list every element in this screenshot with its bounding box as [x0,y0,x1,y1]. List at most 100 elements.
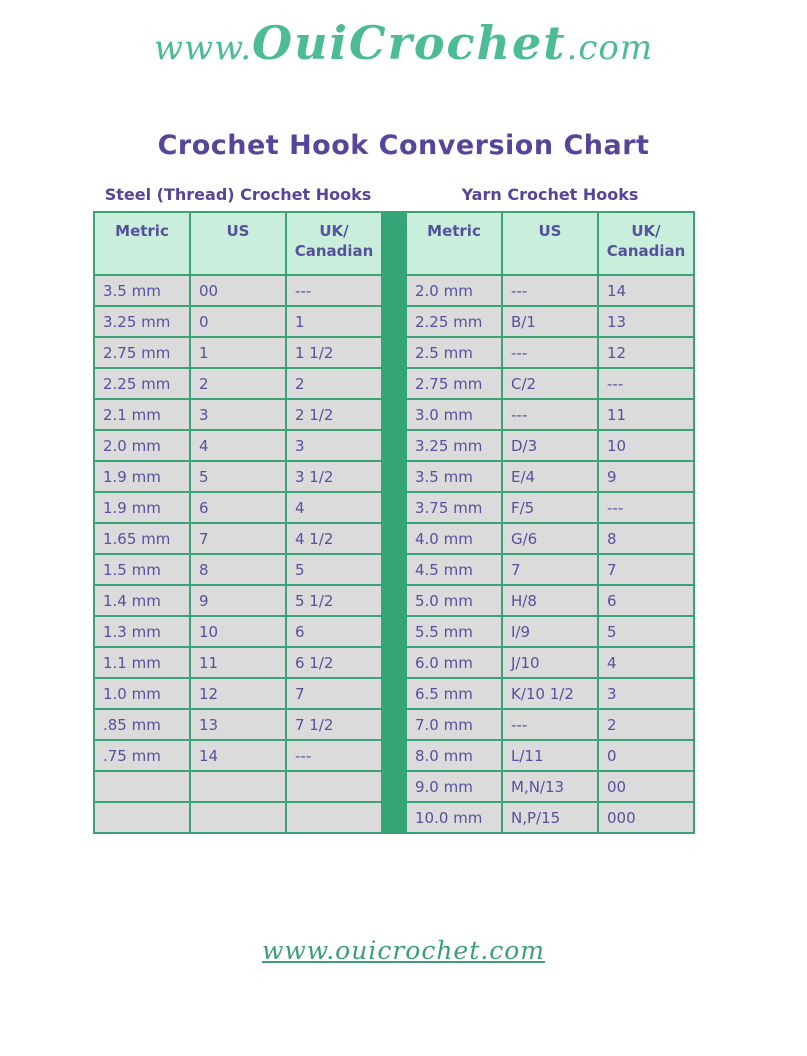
table-cell: 2 [285,367,383,400]
table-row: 2.25 mm B/1 13 [405,305,695,338]
table-cell: 10 [189,615,287,648]
table-cell: 7 [597,553,695,586]
table-cell: 2.75 mm [405,367,503,400]
table-cell: J/10 [501,646,599,679]
site-logo-suffix: .com [566,28,654,68]
page-title: Crochet Hook Conversion Chart [157,130,650,161]
table-row [93,801,383,834]
table-cell: 00 [189,274,287,307]
table-cell: 5 [597,615,695,648]
column-header: Metric [93,211,191,276]
table-cell: 3 [285,429,383,462]
table-row: 3.75 mm F/5 --- [405,491,695,524]
table-row: 9.0 mm M,N/13 00 [405,770,695,803]
table-cell: 14 [597,274,695,307]
table-cell: 5 [189,460,287,493]
table-cell: 1.0 mm [93,677,191,710]
table-cell: 6 [189,491,287,524]
table-cell: 1.3 mm [93,615,191,648]
table-cell: 4 [189,429,287,462]
column-header: UK/ Canadian [285,211,383,276]
table-cell: 7 [501,553,599,586]
table-cell: C/2 [501,367,599,400]
table-cell: 3.25 mm [93,305,191,338]
table-cell: G/6 [501,522,599,555]
table-row: 7.0 mm --- 2 [405,708,695,741]
table-row: 1.3 mm 10 6 [93,615,383,648]
table-cell: 2.0 mm [405,274,503,307]
table-cell: 3 1/2 [285,460,383,493]
table-cell: 3.5 mm [93,274,191,307]
table-cell: 14 [189,739,287,772]
table-row: 2.75 mm 1 1 1/2 [93,336,383,369]
table-row: 1.0 mm 12 7 [93,677,383,710]
table-row: 2.0 mm --- 14 [405,274,695,307]
table-cell: 6 [597,584,695,617]
table-cell: .85 mm [93,708,191,741]
table-row: 4.5 mm 7 7 [405,553,695,586]
table-cell [285,801,383,834]
site-logo-main: OuiCrochet [252,16,567,70]
table-cell: 0 [597,739,695,772]
table-cell: 00 [597,770,695,803]
table-cell: D/3 [501,429,599,462]
table-cell: N,P/15 [501,801,599,834]
table-row: 2.25 mm 2 2 [93,367,383,400]
table-cell [189,770,287,803]
site-logo-prefix: www. [153,28,253,68]
table-cell: 2.0 mm [93,429,191,462]
table-cell: 1.4 mm [93,584,191,617]
table-cell: 4.5 mm [405,553,503,586]
table-titles-gap [383,185,405,204]
site-logo: www.OuiCrochet.com [0,14,807,74]
table-cell: 3 [597,677,695,710]
table-cell: 1.9 mm [93,460,191,493]
table-cell: --- [501,336,599,369]
table-cell: L/11 [501,739,599,772]
table-cell: 2.1 mm [93,398,191,431]
table-row: 2.5 mm --- 12 [405,336,695,369]
table-cell: 2.25 mm [93,367,191,400]
table-row: 6.0 mm J/10 4 [405,646,695,679]
table-cell: 5 [285,553,383,586]
table-row: 1.4 mm 9 5 1/2 [93,584,383,617]
table-cell [285,770,383,803]
column-header: Metric [405,211,503,276]
table-row: 2.75 mm C/2 --- [405,367,695,400]
header-row: Metric US UK/ Canadian [93,211,383,276]
steel-hooks-table: Metric US UK/ Canadian 3.5 mm 00 --- 3.25 mm 0… [93,211,383,834]
table-cell: 11 [597,398,695,431]
table-cell: 8 [597,522,695,555]
footer-link[interactable]: www.ouicrochet.com [262,936,545,965]
table-cell: 1 [285,305,383,338]
table-row: 5.5 mm I/9 5 [405,615,695,648]
table-row: 2.0 mm 4 3 [93,429,383,462]
table-row: .75 mm 14 --- [93,739,383,772]
table-cell: 10 [597,429,695,462]
table-cell: 13 [597,305,695,338]
table-row: 10.0 mm N,P/15 000 [405,801,695,834]
footer: www.ouicrochet.com [0,936,807,965]
table-cell: 3.25 mm [405,429,503,462]
table-row: 8.0 mm L/11 0 [405,739,695,772]
table-cell: 7 1/2 [285,708,383,741]
table-cell [93,770,191,803]
table-divider [383,211,405,834]
table-row: 6.5 mm K/10 1/2 3 [405,677,695,710]
table-cell: 6.0 mm [405,646,503,679]
table-cell: 10.0 mm [405,801,503,834]
table-cell: H/8 [501,584,599,617]
table-titles-row: Steel (Thread) Crochet Hooks Yarn Croche… [93,185,695,204]
table-cell: I/9 [501,615,599,648]
yarn-hooks-table: Metric US UK/ Canadian 2.0 mm --- 14 2.25 mm B… [405,211,695,834]
table-cell: 000 [597,801,695,834]
table-cell: --- [501,398,599,431]
table-cell: 5.0 mm [405,584,503,617]
table-cell: 1 [189,336,287,369]
table-cell: 2.75 mm [93,336,191,369]
table-cell: --- [597,491,695,524]
table-row: 3.25 mm 0 1 [93,305,383,338]
table-cell: --- [285,739,383,772]
table-cell: 7 [285,677,383,710]
table-cell: 4 [597,646,695,679]
